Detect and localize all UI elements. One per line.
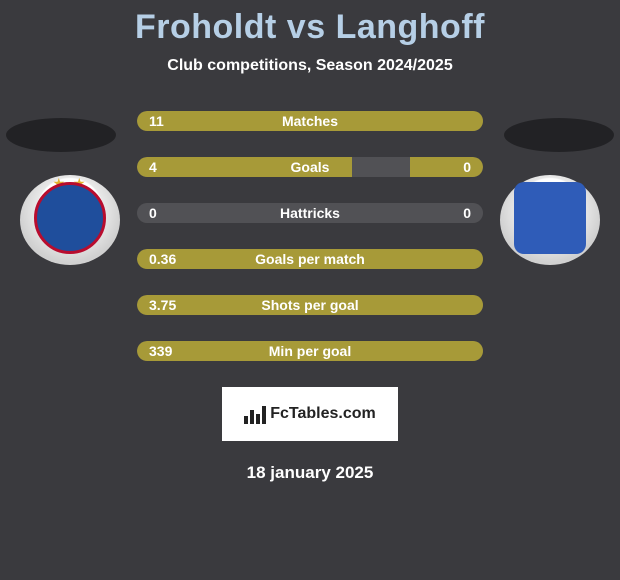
stat-bars: 11 Matches 4 0 Goals 0 0 Hattricks 0.36 Goals per… xyxy=(0,111,620,361)
stat-value-left: 4 xyxy=(149,159,157,175)
stat-value-right: 0 xyxy=(463,159,471,175)
stat-label: Matches xyxy=(282,113,338,129)
stat-label: Hattricks xyxy=(280,205,340,221)
comparison-card: Froholdt vs Langhoff Club competitions, … xyxy=(0,0,620,483)
brand-badge: FcTables.com xyxy=(222,387,398,441)
bar-chart-icon xyxy=(244,404,264,424)
stat-row: 4 0 Goals xyxy=(137,157,483,177)
stat-row: 339 Min per goal xyxy=(137,341,483,361)
stat-value-left: 339 xyxy=(149,343,172,359)
stat-value-left: 3.75 xyxy=(149,297,176,313)
stat-label: Goals per match xyxy=(255,251,365,267)
stat-value-left: 0 xyxy=(149,205,157,221)
stat-row: 11 Matches xyxy=(137,111,483,131)
date-text: 18 january 2025 xyxy=(0,463,620,483)
stat-value-right: 0 xyxy=(463,205,471,221)
player1-name: Froholdt xyxy=(135,8,277,46)
stat-label: Min per goal xyxy=(269,343,351,359)
player2-name: Langhoff xyxy=(336,8,485,46)
title-row: Froholdt vs Langhoff xyxy=(0,8,620,47)
stat-row: 3.75 Shots per goal xyxy=(137,295,483,315)
stat-value-left: 11 xyxy=(149,113,164,129)
subtitle: Club competitions, Season 2024/2025 xyxy=(0,57,620,75)
stat-row: 0 0 Hattricks xyxy=(137,203,483,223)
stat-label: Shots per goal xyxy=(261,297,358,313)
vs-label: vs xyxy=(287,8,326,46)
stat-value-left: 0.36 xyxy=(149,251,176,267)
stat-label: Goals xyxy=(291,159,330,175)
brand-text: FcTables.com xyxy=(270,405,376,423)
stat-bar-right xyxy=(410,157,483,177)
stat-row: 0.36 Goals per match xyxy=(137,249,483,269)
